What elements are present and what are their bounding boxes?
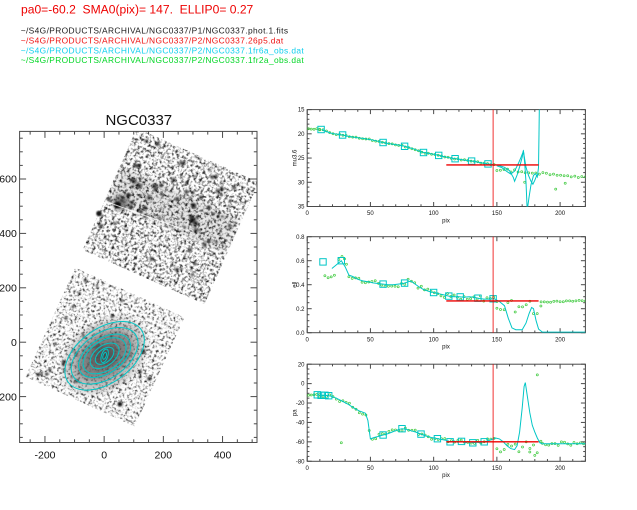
svg-text:100: 100 — [429, 466, 440, 472]
svg-text:0: 0 — [301, 382, 305, 388]
svg-text:400: 400 — [0, 228, 17, 240]
svg-text:~/S4G/PRODUCTS/ARCHIVAL/NGC033: ~/S4G/PRODUCTS/ARCHIVAL/NGC0337/P1/NGC03… — [21, 26, 289, 36]
svg-text:pa: pa — [293, 409, 299, 416]
svg-text:50: 50 — [367, 337, 374, 343]
svg-text:0: 0 — [101, 450, 107, 462]
svg-text:100: 100 — [429, 211, 440, 217]
svg-text:200: 200 — [155, 450, 173, 462]
svg-text:~/S4G/PRODUCTS/ARCHIVAL/NGC033: ~/S4G/PRODUCTS/ARCHIVAL/NGC0337/P2/NGC03… — [21, 55, 305, 65]
svg-text:25: 25 — [298, 156, 305, 162]
svg-text:-60: -60 — [296, 440, 305, 446]
svg-text:0: 0 — [306, 466, 310, 472]
svg-text:pix: pix — [442, 473, 450, 479]
svg-text:~/S4G/PRODUCTS/ARCHIVAL/NGC033: ~/S4G/PRODUCTS/ARCHIVAL/NGC0337/P2/NGC03… — [21, 45, 305, 55]
svg-text:150: 150 — [492, 466, 503, 472]
svg-text:ell: ell — [293, 282, 299, 288]
svg-text:0: 0 — [306, 211, 310, 217]
svg-text:100: 100 — [429, 337, 440, 343]
svg-text:200: 200 — [555, 466, 566, 472]
svg-text:-40: -40 — [296, 421, 305, 427]
svg-text:0: 0 — [306, 337, 310, 343]
svg-text:35: 35 — [298, 205, 305, 211]
svg-text:pix: pix — [442, 345, 450, 351]
svg-text:200: 200 — [0, 283, 17, 295]
svg-text:150: 150 — [492, 337, 503, 343]
svg-text:0.6: 0.6 — [296, 259, 305, 265]
svg-text:0.2: 0.2 — [296, 307, 305, 313]
svg-text:15: 15 — [298, 108, 305, 114]
svg-text:~/S4G/PRODUCTS/ARCHIVAL/NGC033: ~/S4G/PRODUCTS/ARCHIVAL/NGC0337/P2/NGC03… — [21, 35, 284, 45]
svg-text:200: 200 — [555, 211, 566, 217]
svg-text:-200: -200 — [34, 450, 55, 462]
svg-text:0.0: 0.0 — [296, 331, 305, 337]
svg-text:NGC0337: NGC0337 — [105, 112, 172, 129]
svg-text:20: 20 — [298, 362, 305, 368]
svg-text:50: 50 — [367, 466, 374, 472]
svg-text:0: 0 — [11, 337, 17, 349]
svg-text:20: 20 — [298, 132, 305, 138]
svg-text:30: 30 — [298, 180, 305, 186]
svg-text:600: 600 — [0, 174, 17, 186]
svg-text:400: 400 — [214, 450, 232, 462]
svg-text:-200: -200 — [0, 391, 17, 403]
svg-text:-80: -80 — [296, 459, 305, 465]
svg-text:mu3.6: mu3.6 — [293, 149, 299, 166]
svg-text:-20: -20 — [296, 401, 305, 407]
svg-text:0.4: 0.4 — [296, 283, 305, 289]
svg-text:0.8: 0.8 — [296, 235, 305, 241]
svg-text:150: 150 — [492, 211, 503, 217]
svg-text:pix: pix — [442, 218, 450, 224]
svg-text:pa0=-60.2 SMA0(pix)= 147. EL: pa0=-60.2 SMA0(pix)= 147. ELLIP0= 0.27 — [21, 3, 254, 17]
svg-text:200: 200 — [555, 337, 566, 343]
svg-text:50: 50 — [367, 211, 374, 217]
